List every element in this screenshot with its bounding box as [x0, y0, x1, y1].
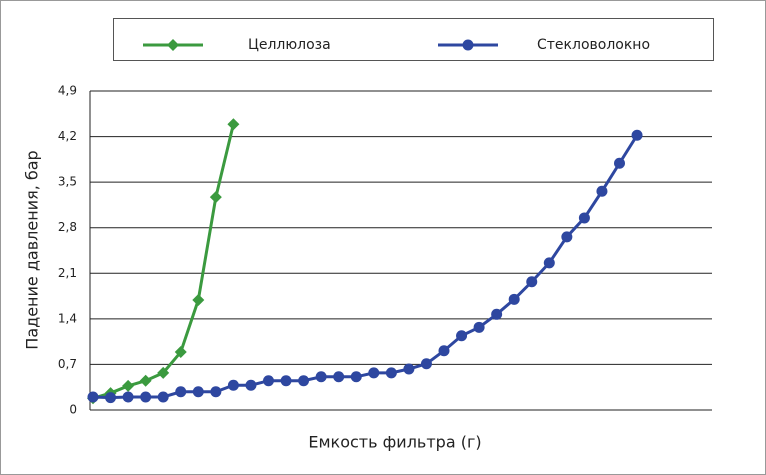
- marker: [438, 345, 450, 357]
- marker: [333, 371, 345, 383]
- marker: [403, 363, 415, 375]
- marker: [263, 375, 274, 387]
- marker: [350, 371, 362, 383]
- legend-label: Целлюлоза: [248, 37, 331, 53]
- y-tick-label: 3,5: [58, 175, 77, 189]
- marker: [508, 293, 520, 305]
- y-tick-label: 1,4: [58, 311, 77, 325]
- legend-label: Стекловолокно: [537, 37, 650, 53]
- marker: [227, 118, 240, 131]
- legend-box: [113, 18, 714, 61]
- y-axis-label: Падение давления, бар: [23, 150, 42, 349]
- y-tick-label: 2,1: [58, 266, 77, 280]
- marker: [122, 379, 135, 392]
- marker: [280, 375, 292, 387]
- marker: [614, 157, 625, 169]
- marker: [192, 386, 204, 398]
- marker: [174, 346, 187, 359]
- marker: [209, 191, 222, 204]
- marker: [596, 185, 608, 197]
- marker: [175, 386, 187, 398]
- marker: [210, 386, 222, 398]
- marker: [561, 231, 573, 243]
- marker: [491, 308, 503, 320]
- marker: [543, 257, 555, 269]
- marker: [122, 391, 134, 403]
- marker: [385, 367, 397, 379]
- marker: [139, 374, 152, 387]
- marker: [245, 379, 257, 391]
- marker: [157, 391, 169, 403]
- marker: [631, 129, 643, 141]
- marker: [473, 321, 485, 333]
- marker: [368, 367, 380, 379]
- y-tick-label: 2,8: [58, 220, 77, 234]
- marker: [298, 375, 310, 387]
- y-tick-label: 4,9: [58, 84, 77, 98]
- marker: [192, 293, 205, 306]
- marker: [87, 391, 99, 403]
- marker: [140, 391, 152, 403]
- marker: [456, 330, 468, 342]
- marker: [167, 39, 179, 51]
- y-tick-label: 4,2: [58, 129, 77, 143]
- marker: [315, 371, 327, 383]
- y-tick-label: 0,7: [58, 357, 77, 371]
- marker: [227, 379, 239, 391]
- marker: [526, 276, 538, 288]
- marker: [462, 39, 474, 51]
- y-tick-label: 0: [69, 403, 77, 417]
- marker: [105, 392, 117, 404]
- marker: [420, 358, 432, 370]
- marker: [157, 366, 170, 379]
- marker: [578, 212, 590, 224]
- x-axis-label: Емкость фильтра (г): [308, 433, 481, 452]
